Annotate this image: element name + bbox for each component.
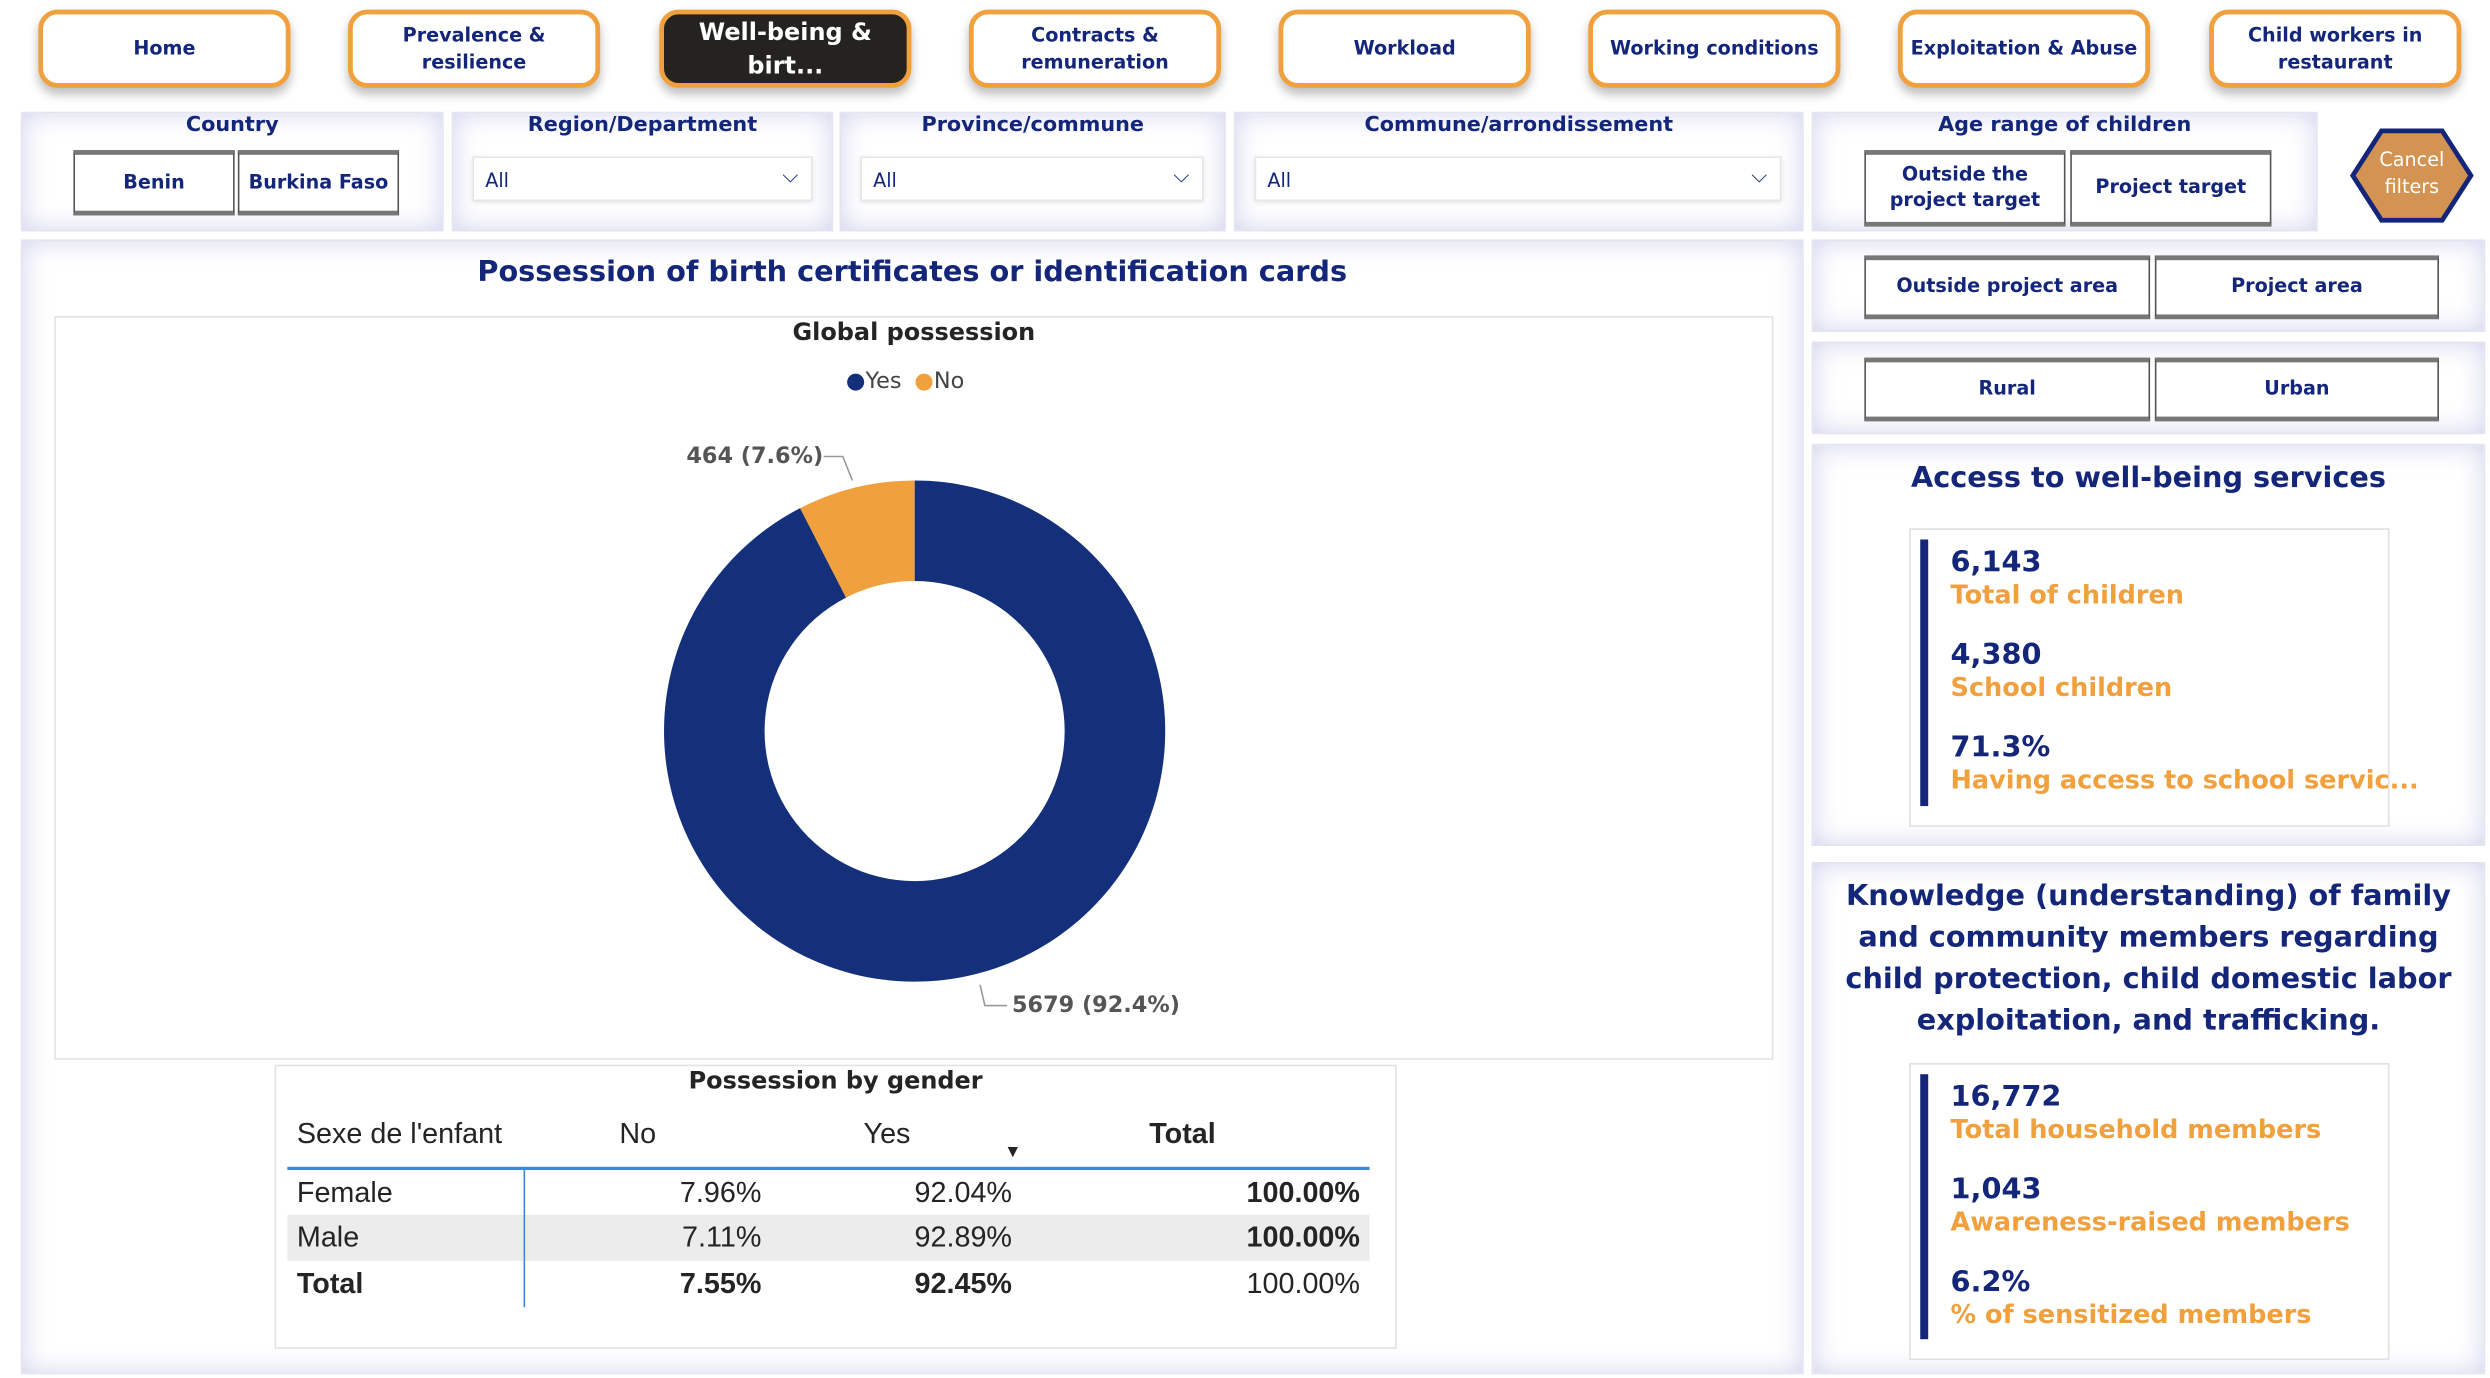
table-cell: 7.11% bbox=[682, 1221, 762, 1254]
nav-home[interactable]: Home bbox=[38, 9, 291, 88]
table-cell: 100.00% bbox=[1246, 1221, 1360, 1254]
country-title: Country bbox=[185, 113, 279, 138]
province-title: Province/commune bbox=[921, 113, 1144, 138]
cancel-filters-button[interactable]: Cancel filters bbox=[2349, 128, 2475, 224]
table-cell: Female bbox=[287, 1168, 525, 1215]
table-cell: 7.55% bbox=[679, 1267, 762, 1300]
table-cell: 7.96% bbox=[679, 1175, 762, 1208]
chart-legend: ●Yes ●No bbox=[846, 369, 964, 395]
table-cell: 92.89% bbox=[914, 1221, 1012, 1254]
nav-well-being[interactable]: Well-being & birt... bbox=[659, 9, 912, 88]
country-benin[interactable]: Benin bbox=[73, 150, 235, 216]
kpi-value: 16,772 bbox=[1950, 1080, 2062, 1115]
access-title: Access to well-being services bbox=[1910, 461, 2386, 495]
nav-workload[interactable]: Workload bbox=[1278, 9, 1531, 88]
country-filter: Country Benin Burkina Faso bbox=[20, 111, 444, 232]
region-title: Region/Department bbox=[527, 113, 758, 138]
knowledge-title: Knowledge (understanding) of family and … bbox=[1845, 879, 2452, 1038]
table-cell: 92.04% bbox=[914, 1175, 1012, 1208]
country-burkina-faso[interactable]: Burkina Faso bbox=[237, 150, 400, 216]
access-panel: Access to well-being services 6,143 Total… bbox=[1811, 443, 2486, 846]
kpi-label: Awareness-raised members bbox=[1950, 1206, 2350, 1238]
slice-no[interactable] bbox=[800, 480, 915, 598]
gender-table: Possession by gender Sexe de l'enfant No… bbox=[274, 1064, 1397, 1349]
area-filter: Outside project area Project area bbox=[1811, 239, 2486, 333]
legend-no[interactable]: ●No bbox=[914, 368, 965, 395]
cancel-filters-label: Cancel filters bbox=[2379, 148, 2445, 198]
knowledge-panel: Knowledge (understanding) of family and … bbox=[1811, 861, 2486, 1375]
kpi-label: School children bbox=[1950, 672, 2173, 703]
label-yes: 5679 (92.4%) bbox=[1011, 992, 1180, 1019]
kpi-value: 71.3% bbox=[1950, 731, 2051, 765]
chart-title: Global possession bbox=[792, 317, 1036, 347]
age-project-target[interactable]: Project target bbox=[2070, 150, 2272, 227]
nav-working-conditions[interactable]: Working conditions bbox=[1588, 9, 1841, 88]
col-header-no[interactable]: No bbox=[619, 1117, 657, 1150]
commune-dropdown[interactable]: All ⌵ bbox=[1254, 156, 1782, 202]
main-title: Possession of birth certificates or iden… bbox=[477, 255, 1348, 289]
access-card: 6,143 Total of children 4,380 School child… bbox=[1909, 528, 2419, 827]
kpi-value: 4,380 bbox=[1950, 638, 2042, 673]
table-cell: 100.00% bbox=[1246, 1175, 1360, 1208]
age-filter: Age range of children Outside the projec… bbox=[1811, 111, 2318, 232]
province-value: All bbox=[873, 169, 897, 192]
region-dropdown[interactable]: All ⌵ bbox=[472, 156, 813, 202]
nav-child-workers[interactable]: Child workers in restaurant bbox=[2209, 9, 2462, 88]
label-no: 464 (7.6%) bbox=[686, 443, 824, 470]
donut-chart: Global possession ●Yes ●No 464 (7.6%) 56… bbox=[54, 316, 1774, 1060]
legend-yes[interactable]: ●Yes bbox=[845, 368, 902, 395]
slice-yes[interactable] bbox=[664, 480, 1166, 982]
kpi-value: 1,043 bbox=[1950, 1173, 2042, 1207]
sort-desc-icon: ▼ bbox=[1004, 1142, 1022, 1163]
col-header-yes[interactable]: Yes ▼ bbox=[863, 1117, 1022, 1163]
region-value: All bbox=[485, 169, 510, 192]
commune-title: Commune/arrondissement bbox=[1364, 113, 1674, 138]
table-row: Total 7.55% 92.45% 100.00% bbox=[287, 1260, 1369, 1308]
table-cell: 92.45% bbox=[914, 1267, 1012, 1300]
area-project[interactable]: Project area bbox=[2154, 255, 2439, 320]
kpi-label: Having access to school servic... bbox=[1950, 764, 2419, 795]
donut-svg bbox=[664, 455, 1166, 1007]
kpi-value: 6.2% bbox=[1950, 1265, 2031, 1300]
chevron-down-icon: ⌵ bbox=[782, 164, 799, 189]
kpi-label: % of sensitized members bbox=[1950, 1299, 2312, 1330]
kpi-label: Total of children bbox=[1950, 579, 2184, 610]
age-outside-target[interactable]: Outside the project target bbox=[1864, 150, 2066, 227]
col-header-total[interactable]: Total bbox=[1149, 1117, 1216, 1150]
birth-certificate-panel: Possession of birth certificates or iden… bbox=[20, 239, 1804, 1375]
table-cell: Male bbox=[287, 1214, 525, 1261]
table-cell: 100.00% bbox=[1246, 1267, 1360, 1300]
province-dropdown[interactable]: All ⌵ bbox=[860, 156, 1204, 202]
table-title: Possession by gender bbox=[688, 1066, 983, 1095]
col-header-sex[interactable]: Sexe de l'enfant bbox=[296, 1117, 503, 1150]
table-cell: Total bbox=[287, 1260, 525, 1308]
leader-yes bbox=[979, 984, 1008, 1007]
nav-contracts[interactable]: Contracts & remuneration bbox=[968, 9, 1222, 88]
age-title: Age range of children bbox=[1938, 113, 2192, 138]
table-row: Female 7.96% 92.04% 100.00% bbox=[287, 1168, 1369, 1215]
zone-urban[interactable]: Urban bbox=[2154, 357, 2439, 422]
area-outside[interactable]: Outside project area bbox=[1864, 255, 2151, 320]
commune-value: All bbox=[1267, 169, 1292, 192]
knowledge-card: 16,772 Total household members 1,043 Aware… bbox=[1909, 1063, 2390, 1360]
nav-prevalence[interactable]: Prevalence & resilience bbox=[347, 9, 601, 88]
zone-rural[interactable]: Rural bbox=[1864, 357, 2151, 422]
chevron-down-icon: ⌵ bbox=[1173, 164, 1190, 189]
zone-filter: Rural Urban bbox=[1811, 341, 2486, 435]
nav-exploitation[interactable]: Exploitation & Abuse bbox=[1897, 9, 2151, 88]
table-row: Male 7.11% 92.89% 100.00% bbox=[287, 1214, 1370, 1261]
chevron-down-icon: ⌵ bbox=[1751, 164, 1767, 189]
kpi-label: Total household members bbox=[1950, 1114, 2322, 1145]
kpi-value: 6,143 bbox=[1950, 545, 2042, 580]
leader-no bbox=[823, 455, 854, 481]
